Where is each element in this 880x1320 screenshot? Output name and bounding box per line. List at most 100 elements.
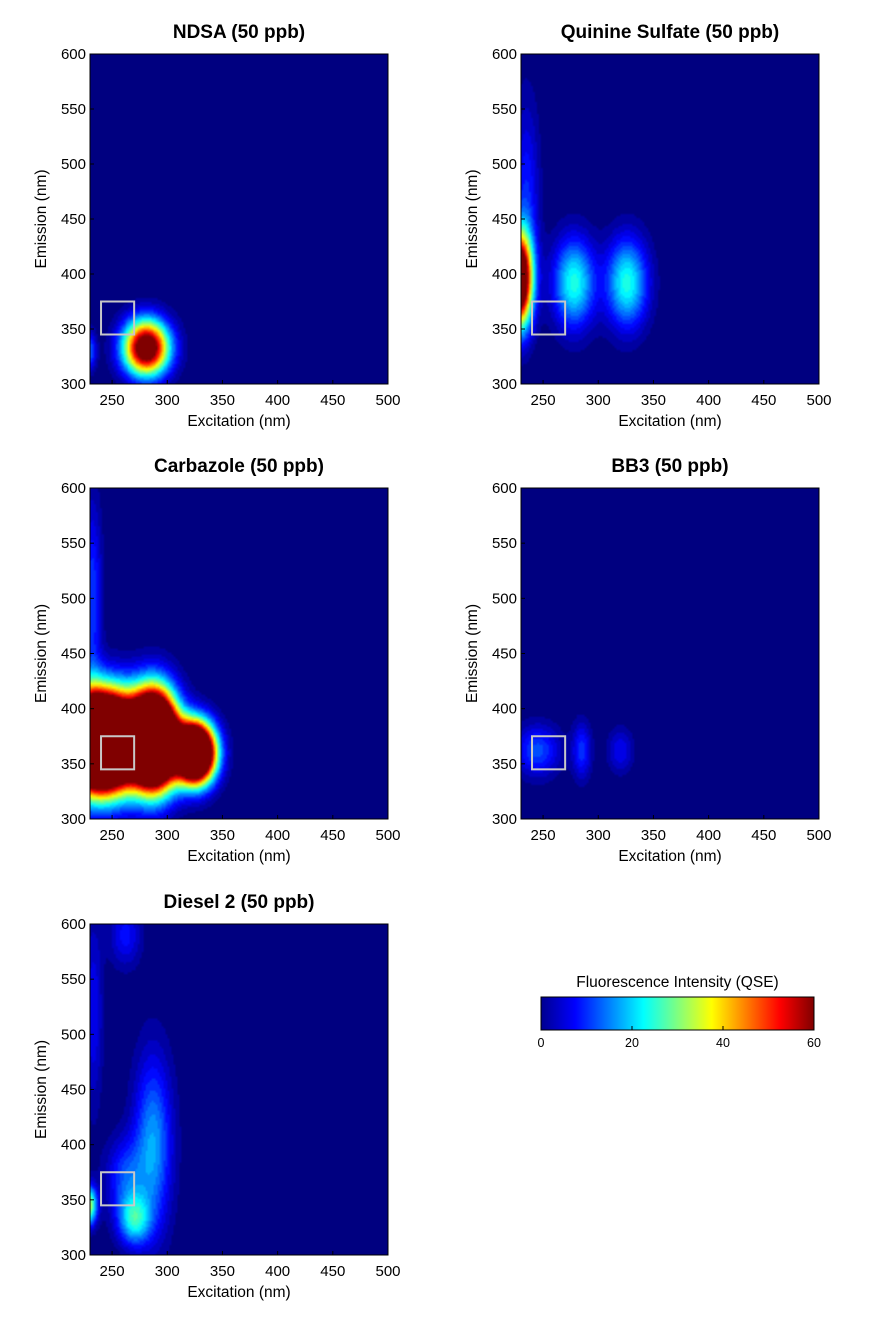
highlight-box xyxy=(100,735,136,771)
x-axis-label: Excitation (nm) xyxy=(618,848,721,865)
x-tick-label: 500 xyxy=(375,827,400,844)
heatmap-image xyxy=(90,924,388,1255)
y-tick-label: 550 xyxy=(61,101,86,118)
y-tick-label: 400 xyxy=(61,266,86,283)
x-tick-label: 400 xyxy=(696,392,721,409)
y-tick-label: 500 xyxy=(492,156,517,173)
x-tick-label: 250 xyxy=(100,1263,125,1280)
x-tick-label: 250 xyxy=(100,392,125,409)
y-tick-label: 550 xyxy=(61,971,86,988)
x-axis-label: Excitation (nm) xyxy=(187,1284,290,1301)
heatmap-image xyxy=(90,488,388,819)
x-tick-label: 450 xyxy=(320,392,345,409)
y-tick-label: 300 xyxy=(61,1247,86,1264)
y-axis-label: Emission (nm) xyxy=(33,169,50,268)
y-tick-label: 550 xyxy=(492,535,517,552)
x-tick-label: 250 xyxy=(100,827,125,844)
y-tick-label: 400 xyxy=(492,701,517,718)
y-tick-label: 500 xyxy=(61,590,86,607)
highlight-box xyxy=(100,300,136,336)
y-tick-label: 350 xyxy=(492,756,517,773)
y-tick-label: 400 xyxy=(61,1137,86,1154)
y-tick-label: 350 xyxy=(61,321,86,338)
x-tick-label: 450 xyxy=(320,827,345,844)
y-tick-label: 550 xyxy=(61,535,86,552)
y-tick-label: 500 xyxy=(61,1026,86,1043)
y-tick-label: 450 xyxy=(61,646,86,663)
x-tick-label: 300 xyxy=(586,827,611,844)
x-tick-label: 500 xyxy=(375,392,400,409)
heatmap-image xyxy=(521,54,819,384)
x-axis-label: Excitation (nm) xyxy=(618,413,721,430)
colorbar-tick-label: 20 xyxy=(625,1036,639,1050)
x-tick-label: 500 xyxy=(806,392,831,409)
colorbar-tick-label: 40 xyxy=(716,1036,730,1050)
colorbar-gradient xyxy=(541,997,814,1030)
y-tick-label: 600 xyxy=(61,46,86,63)
eem-panel-2: 250 300 350 400 450 500 300 350 400 450 500 550 600 Q… xyxy=(464,22,832,430)
x-tick-label: 300 xyxy=(155,392,180,409)
x-tick-label: 500 xyxy=(375,1263,400,1280)
highlight-box xyxy=(531,735,567,771)
y-tick-label: 600 xyxy=(492,480,517,497)
x-tick-label: 250 xyxy=(531,392,556,409)
y-tick-label: 450 xyxy=(61,211,86,228)
x-tick-label: 450 xyxy=(751,827,776,844)
x-tick-label: 300 xyxy=(155,1263,180,1280)
colorbar-frame xyxy=(540,996,815,1031)
y-tick-label: 600 xyxy=(61,480,86,497)
y-tick-label: 500 xyxy=(492,590,517,607)
x-tick-label: 300 xyxy=(586,392,611,409)
highlight-box xyxy=(531,300,567,336)
panels: 250 300 350 400 450 500300350400450500550600N… xyxy=(33,22,832,1301)
y-tick-label: 400 xyxy=(492,266,517,283)
y-tick-label: 300 xyxy=(492,376,517,393)
y-tick-label: 350 xyxy=(61,756,86,773)
y-tick-label: 500 xyxy=(61,156,86,173)
panel-title: Diesel 2 (50 ppb) xyxy=(164,892,315,913)
colorbar: Fluorescence Intensity (QSE) 0 20 40 60 xyxy=(538,974,821,1050)
x-tick-label: 400 xyxy=(265,392,290,409)
x-tick-label: 350 xyxy=(210,827,235,844)
x-tick-label: 350 xyxy=(210,392,235,409)
x-tick-label: 500 xyxy=(806,827,831,844)
y-tick-label: 400 xyxy=(61,701,86,718)
y-tick-label: 300 xyxy=(61,376,86,393)
y-tick-label: 350 xyxy=(61,1192,86,1209)
panel-title: NDSA (50 ppb) xyxy=(173,22,305,43)
colorbar-tick-label: 0 xyxy=(538,1036,545,1050)
panel-title: Carbazole (50 ppb) xyxy=(154,456,324,477)
x-tick-label: 450 xyxy=(751,392,776,409)
colorbar-title: Fluorescence Intensity (QSE) xyxy=(576,974,778,991)
panel-title: BB3 (50 ppb) xyxy=(611,456,728,477)
x-tick-label: 400 xyxy=(265,827,290,844)
colorbar-tick-label: 60 xyxy=(807,1036,821,1050)
x-axis-label: Excitation (nm) xyxy=(187,848,290,865)
y-tick-label: 450 xyxy=(492,211,517,228)
y-tick-label: 600 xyxy=(492,46,517,63)
eem-panel-5: 250 300 350 400 450 500 300 350 400 450 500 550 600 D… xyxy=(33,892,401,1301)
y-axis-label: Emission (nm) xyxy=(464,604,481,703)
heatmap-image xyxy=(521,488,819,819)
y-tick-label: 600 xyxy=(61,916,86,933)
y-tick-label: 550 xyxy=(492,101,517,118)
heatmap-image xyxy=(90,54,388,384)
x-tick-label: 350 xyxy=(210,1263,235,1280)
y-axis-label: Emission (nm) xyxy=(464,169,481,268)
y-axis-label: Emission (nm) xyxy=(33,604,50,703)
y-tick-label: 300 xyxy=(492,811,517,828)
y-tick-label: 300 xyxy=(61,811,86,828)
x-tick-label: 350 xyxy=(641,392,666,409)
x-tick-label: 350 xyxy=(641,827,666,844)
x-tick-label: 300 xyxy=(155,827,180,844)
y-tick-label: 350 xyxy=(492,321,517,338)
x-axis-label: Excitation (nm) xyxy=(187,413,290,430)
eem-panel-1: 250 300 350 400 450 500 300 350 400 450 500 550 600 N… xyxy=(33,22,401,430)
y-tick-label: 450 xyxy=(492,646,517,663)
highlight-box xyxy=(100,1171,136,1207)
panel-title: Quinine Sulfate (50 ppb) xyxy=(561,22,780,43)
x-tick-label: 400 xyxy=(696,827,721,844)
x-tick-label: 450 xyxy=(320,1263,345,1280)
eem-panel-3: 250 300 350 400 450 500 300 350 400 450 500 550 600 C… xyxy=(33,456,401,865)
